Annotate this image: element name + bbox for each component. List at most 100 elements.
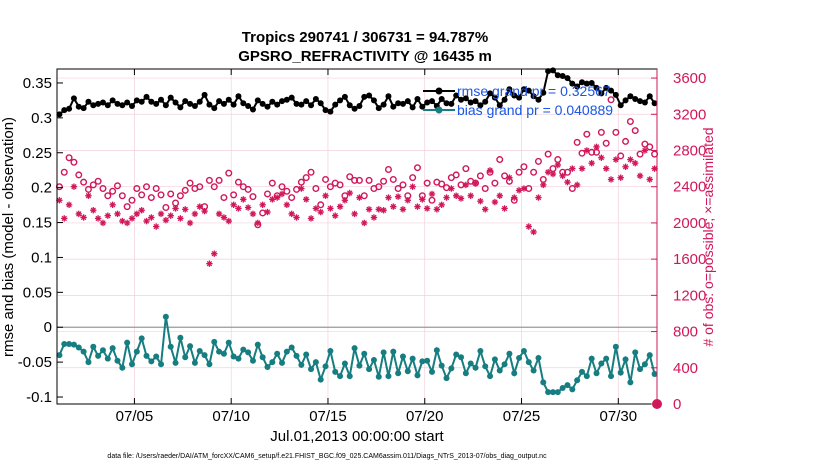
- obs-assimilated-marker: [549, 170, 557, 178]
- marker-stroke: [182, 206, 188, 213]
- rmse-point: [574, 83, 581, 90]
- bias-point: [525, 359, 532, 366]
- bias-point: [322, 363, 329, 370]
- marker-stroke: [201, 208, 208, 214]
- bias-point: [158, 361, 165, 368]
- marker-stroke: [482, 206, 488, 213]
- bias-point: [138, 335, 145, 342]
- marker-stroke: [453, 193, 459, 199]
- rmse-point: [245, 102, 252, 109]
- obs-possible-marker: [346, 173, 354, 181]
- rmse-point: [419, 103, 426, 110]
- obs-possible-marker: [607, 96, 615, 104]
- rmse-point: [545, 68, 552, 75]
- rmse-point: [85, 98, 92, 105]
- bias-point: [235, 355, 242, 362]
- y-tick-label: 0.05: [23, 284, 52, 301]
- y-tick-label: -0.1: [26, 389, 52, 406]
- marker-stroke: [511, 194, 517, 201]
- obs-assimilated-marker: [288, 210, 295, 218]
- obs-assimilated-marker: [385, 194, 392, 201]
- marker-stroke: [318, 209, 324, 215]
- obs-possible-marker: [210, 183, 218, 191]
- y-right-tick-label: 2000: [673, 215, 706, 232]
- obs-possible-marker: [597, 128, 605, 136]
- obs-assimilated-marker: [443, 194, 450, 201]
- obs-possible-marker: [568, 185, 576, 193]
- bias-point: [554, 389, 561, 396]
- marker-stroke: [313, 205, 319, 212]
- obs-assimilated-marker: [186, 219, 194, 227]
- obs-assimilated-marker: [627, 156, 634, 163]
- bias-point: [622, 356, 629, 363]
- obs-possible-marker: [399, 181, 407, 189]
- obs-possible-marker: [322, 175, 330, 183]
- x-tick-label: 07/10: [212, 408, 250, 425]
- rmse-point: [458, 96, 465, 103]
- obs-possible-marker: [152, 185, 160, 193]
- obs-assimilated-marker: [220, 214, 228, 221]
- obs-possible-marker: [312, 185, 320, 193]
- y-right-tick-label: 0: [673, 396, 681, 413]
- obs-assimilated-marker: [332, 212, 339, 219]
- obs-assimilated-marker: [632, 159, 639, 167]
- marker-stroke: [356, 194, 363, 201]
- obs-possible-marker: [70, 158, 78, 166]
- rmse-point: [153, 100, 160, 107]
- bias-point: [317, 376, 324, 383]
- obs-possible-marker: [118, 192, 126, 200]
- marker-stroke: [366, 206, 372, 213]
- bias-point: [133, 348, 140, 355]
- obs-assimilated-marker: [602, 165, 610, 172]
- bias-point: [346, 373, 353, 380]
- marker-stroke: [109, 202, 116, 208]
- obs-assimilated-marker: [346, 189, 353, 197]
- obs-assimilated-marker: [409, 183, 416, 190]
- y-right-tick-label: 1200: [673, 287, 706, 304]
- marker-stroke: [293, 214, 300, 221]
- marker-stroke: [259, 202, 266, 208]
- rmse-point: [167, 94, 174, 101]
- rmse-point: [569, 80, 576, 87]
- obs-assimilated-marker: [215, 210, 223, 218]
- rmse-point: [235, 93, 242, 100]
- obs-possible-marker: [133, 185, 141, 193]
- marker-stroke: [177, 215, 184, 222]
- bias-point: [399, 353, 406, 360]
- marker-stroke: [124, 220, 130, 226]
- bias-point: [288, 344, 295, 351]
- rmse-point: [554, 72, 561, 79]
- obs-possible-marker: [534, 157, 542, 165]
- rmse-point: [172, 99, 179, 106]
- marker-stroke: [264, 209, 271, 215]
- obs-possible-marker: [283, 187, 291, 195]
- obs-assimilated-marker: [61, 215, 68, 222]
- obs-possible-marker: [99, 185, 107, 193]
- legend: rmse grand pr = 0.32567 bias grand pr = …: [423, 83, 613, 118]
- rmse-point: [583, 80, 590, 87]
- rmse-point: [496, 102, 503, 109]
- bias-point: [99, 347, 106, 354]
- rmse-point: [622, 97, 629, 104]
- obs-possible-marker: [428, 196, 436, 204]
- obs-assimilated-marker: [467, 192, 474, 199]
- rmse-point: [612, 91, 619, 98]
- obs-possible-marker: [249, 193, 257, 201]
- marker-stroke: [322, 193, 329, 199]
- obs-possible-marker: [234, 178, 242, 186]
- obs-possible-marker: [172, 199, 180, 207]
- marker-stroke: [76, 211, 82, 217]
- bias-point: [453, 351, 460, 358]
- marker-stroke: [559, 173, 566, 179]
- obs-assimilated-marker: [515, 187, 523, 194]
- obs-assimilated-marker: [114, 210, 121, 218]
- marker-stroke: [298, 185, 305, 192]
- obs-possible-marker: [452, 171, 460, 179]
- marker-stroke: [226, 218, 232, 224]
- rmse-point: [119, 102, 126, 109]
- obs-possible-marker: [326, 183, 334, 191]
- bias-point: [351, 345, 358, 352]
- obs-possible-marker: [438, 180, 446, 188]
- bias-point: [172, 359, 179, 366]
